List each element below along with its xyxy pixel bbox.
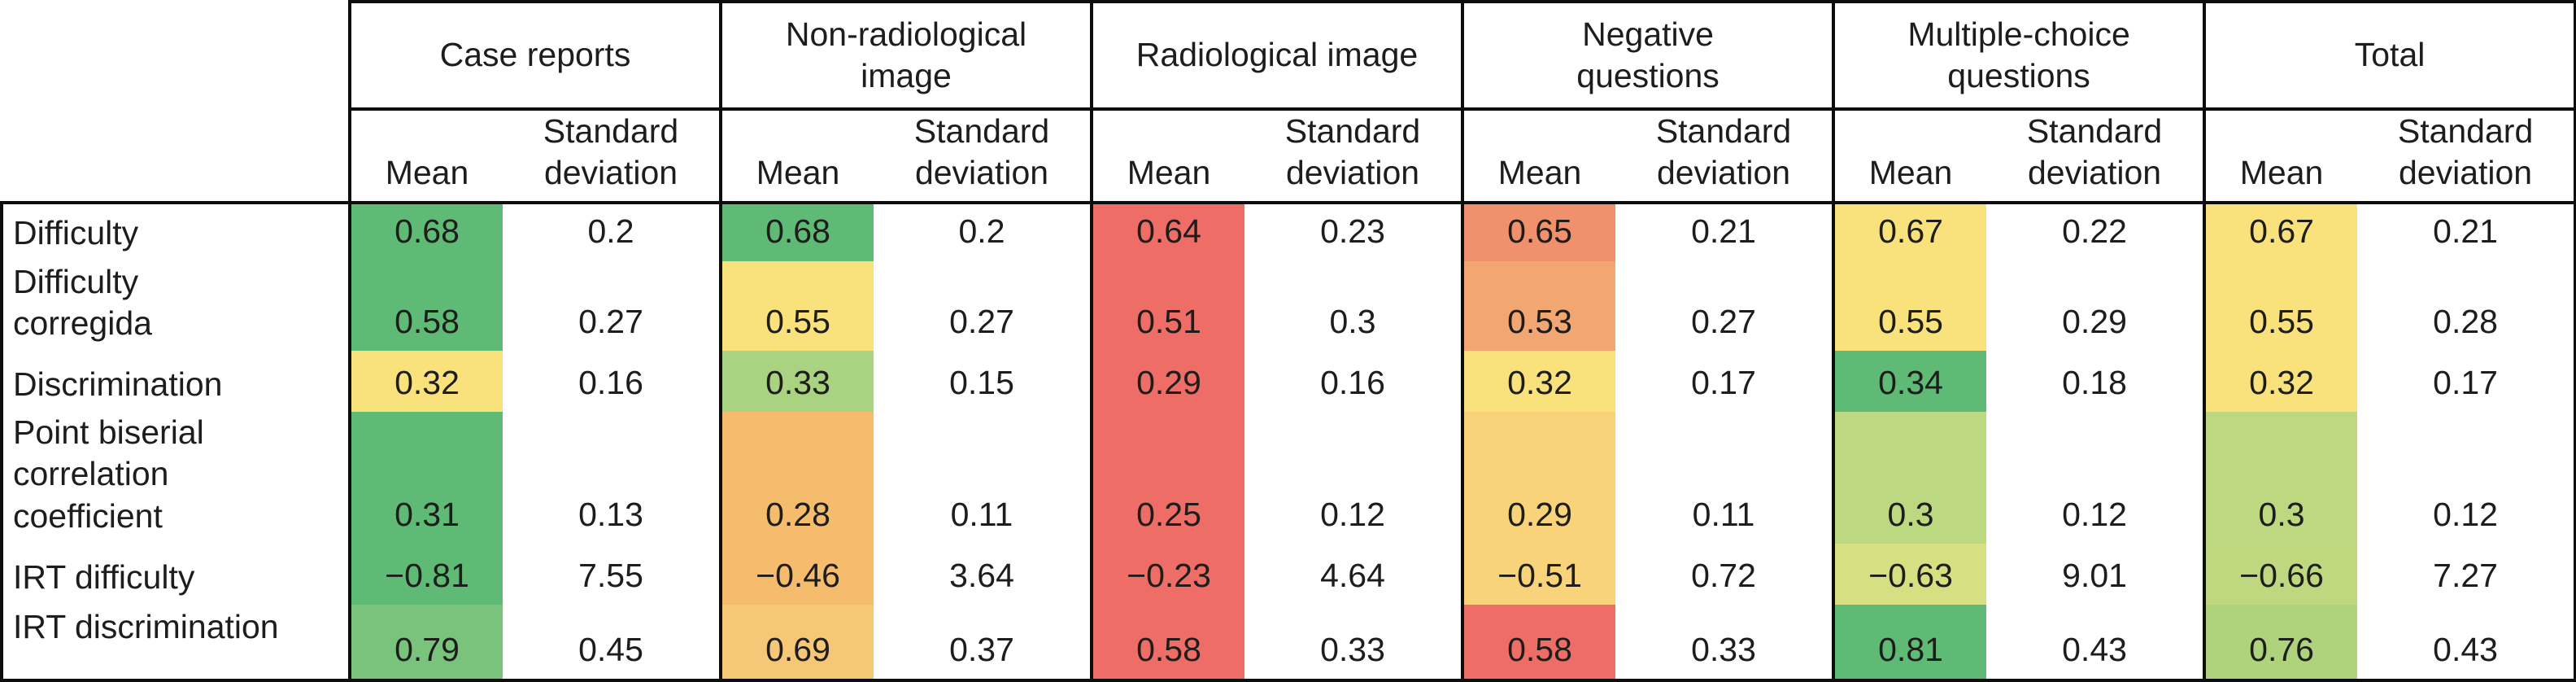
mean-value-cell: −0.66 <box>2203 543 2358 605</box>
corner-cell <box>2 109 350 203</box>
mean-value-cell: 0.67 <box>2203 200 2358 261</box>
sub-header-row: Mean Standard deviation Mean Standard de… <box>2 107 2576 204</box>
standard-deviation-value-cell: 0.27 <box>1691 302 1756 340</box>
mean-value-cell: 0.68 <box>719 200 874 261</box>
table-body: Difficulty 0.68 0.2 0.68 0.2 0.64 0.23 0.65 0.21… <box>0 200 2576 682</box>
group-header-negative-questions: Negative questions <box>1461 0 1836 111</box>
mean-value-cell: −0.81 <box>348 543 503 605</box>
mean-header: Mean <box>1461 107 1616 204</box>
mean-value-cell: 0.64 <box>1090 200 1244 261</box>
standard-deviation-value-cell: 0.12 <box>2062 495 2127 533</box>
mean-value-cell: 0.34 <box>1832 351 1987 412</box>
mean-value-cell: 0.55 <box>719 260 874 351</box>
mean-value-cell: 0.32 <box>348 351 503 412</box>
standard-deviation-value-cell: 0.12 <box>1320 495 1385 533</box>
corner-cell <box>2 2 350 109</box>
mean-value-cell: 0.33 <box>719 351 874 412</box>
mean-value-cell: 0.28 <box>719 412 874 544</box>
standard-deviation-value-cell: 0.22 <box>1986 200 2205 261</box>
mean-value-cell: 0.53 <box>1461 260 1616 351</box>
standard-deviation-value-cell: 0.3 <box>1329 302 1376 340</box>
standard-deviation-value-cell: 0.15 <box>949 363 1014 401</box>
standard-deviation-value-cell: 0.12 <box>2357 412 2576 544</box>
mean-value-cell: 0.51 <box>1090 260 1244 351</box>
mean-header: Mean <box>2203 107 2358 204</box>
standard-deviation-header: Standard deviation <box>1615 107 1836 204</box>
mean-header: Mean <box>1090 107 1244 204</box>
mean-value-cell: 0.3 <box>2203 412 2358 544</box>
standard-deviation-header: Standard deviation <box>2357 107 2576 204</box>
mean-header: Mean <box>1832 107 1987 204</box>
standard-deviation-value-cell: 0.27 <box>578 302 643 340</box>
mean-value-cell: 0.68 <box>348 200 503 261</box>
mean-value-cell: 0.32 <box>2203 351 2358 412</box>
table-row: Difficulty 0.68 0.2 0.68 0.2 0.64 0.23 0.65 0.21… <box>0 200 2576 261</box>
group-header-total: Total <box>2203 0 2576 111</box>
mean-value-cell: 0.32 <box>1461 351 1616 412</box>
row-label: Point biserial correlation coefficient <box>0 412 350 544</box>
mean-value-cell: 0.29 <box>1090 351 1244 412</box>
standard-deviation-value-cell: 0.29 <box>2062 302 2127 340</box>
mean-value-cell: 0.67 <box>1832 200 1987 261</box>
group-header-non-radiological-image: Non-radiological image <box>719 0 1093 111</box>
mean-value-cell: 0.65 <box>1461 200 1616 261</box>
mean-value-cell: −0.46 <box>719 543 874 605</box>
group-header-case-reports: Case reports <box>348 0 722 111</box>
group-header-multiple-choice-questions: Multiple-choice questions <box>1832 0 2207 111</box>
standard-deviation-value-cell: 0.72 <box>1691 556 1756 594</box>
standard-deviation-header: Standard deviation <box>503 107 722 204</box>
group-header-row: Case reports Non-radiological image Radi… <box>2 0 2576 111</box>
standard-deviation-value-cell: 0.21 <box>1615 200 1834 261</box>
row-label: Difficulty <box>0 200 350 261</box>
mean-value-cell: 0.55 <box>2203 260 2358 351</box>
mean-value-cell: 0.29 <box>1461 412 1616 544</box>
table-row: Difficulty corregida 0.58 0.27 0.55 0.27 0.51… <box>0 260 2576 351</box>
table-row: Discrimination 0.32 0.16 0.33 0.15 0.29 0.16 0.… <box>0 351 2576 412</box>
mean-header: Mean <box>719 107 874 204</box>
standard-deviation-value-cell: 0.18 <box>2062 363 2127 401</box>
table-row: IRT difficulty −0.81 7.55 −0.46 3.64 −0.23 4.6… <box>0 543 2576 605</box>
standard-deviation-value-cell: 0.17 <box>2357 351 2576 412</box>
standard-deviation-value-cell: 0.11 <box>950 495 1013 533</box>
mean-value-cell: −0.63 <box>1832 543 1987 605</box>
standard-deviation-header: Standard deviation <box>874 107 1093 204</box>
standard-deviation-value-cell: 0.2 <box>503 200 721 261</box>
row-label: IRT difficulty <box>0 543 350 605</box>
standard-deviation-value-cell: 9.01 <box>2062 556 2127 594</box>
standard-deviation-value-cell: 0.23 <box>1244 200 1463 261</box>
mean-value-cell: 0.55 <box>1832 260 1987 351</box>
standard-deviation-value-cell: 0.16 <box>578 363 643 401</box>
row-label: Discrimination <box>0 351 350 412</box>
standard-deviation-value-cell: 0.28 <box>2357 260 2576 351</box>
standard-deviation-value-cell: 0.21 <box>2357 200 2576 261</box>
mean-value-cell: −0.51 <box>1461 543 1616 605</box>
standard-deviation-value-cell: 0.11 <box>1692 495 1755 533</box>
mean-value-cell: 0.3 <box>1832 412 1987 544</box>
mean-value-cell: 0.31 <box>348 412 503 544</box>
mean-value-cell: 0.25 <box>1090 412 1244 544</box>
table-row: Point biserial correlation coefficient 0.… <box>0 412 2576 544</box>
standard-deviation-value-cell: 0.17 <box>1691 363 1756 401</box>
standard-deviation-value-cell: 3.64 <box>949 556 1014 594</box>
standard-deviation-value-cell: 0.2 <box>874 200 1092 261</box>
standard-deviation-header: Standard deviation <box>1986 107 2207 204</box>
mean-value-cell: −0.23 <box>1090 543 1244 605</box>
standard-deviation-value-cell: 7.55 <box>578 556 643 594</box>
standard-deviation-value-cell: 0.27 <box>949 302 1014 340</box>
standard-deviation-value-cell: 0.13 <box>578 495 643 533</box>
standard-deviation-header: Standard deviation <box>1244 107 1465 204</box>
row-label: Difficulty corregida <box>0 260 350 351</box>
group-header-radiological-image: Radiological image <box>1089 0 1465 111</box>
mean-value-cell: 0.58 <box>348 260 503 351</box>
standard-deviation-value-cell: 7.27 <box>2357 543 2576 605</box>
standard-deviation-value-cell: 0.16 <box>1320 363 1385 401</box>
standard-deviation-value-cell: 4.64 <box>1320 556 1385 594</box>
mean-header: Mean <box>348 107 503 204</box>
